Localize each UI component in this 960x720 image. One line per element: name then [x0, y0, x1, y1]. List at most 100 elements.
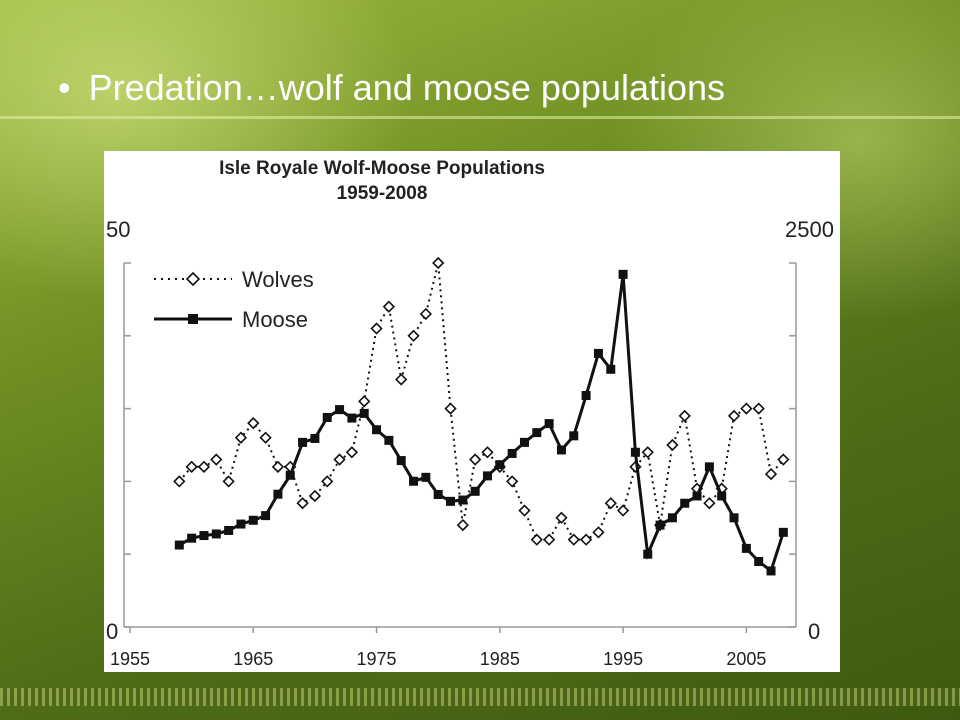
y-left-tick-label: 0 [106, 619, 118, 644]
moose-data-point [667, 513, 677, 523]
moose-data-point [519, 437, 529, 447]
moose-data-point [630, 447, 640, 457]
x-tick-label: 2005 [726, 649, 766, 669]
wolves-data-point [407, 329, 420, 342]
moose-data-point [482, 471, 492, 481]
wolves-data-point [321, 475, 334, 488]
slide-bullet-line: • Predation…wolf and moose populations [58, 64, 725, 112]
moose-data-point [458, 495, 468, 505]
moose-data-point [581, 390, 591, 400]
moose-data-point [273, 489, 283, 499]
wolves-data-point [419, 307, 432, 321]
moose-data-point [433, 490, 443, 500]
wolves-data-point [542, 533, 556, 546]
moose-data-point [618, 269, 628, 279]
chart-panel: Isle Royale Wolf-Moose Populations 1959-2… [104, 151, 840, 672]
wolves-data-point [444, 402, 457, 415]
moose-data-point [174, 540, 184, 550]
moose-data-point [211, 529, 221, 539]
decorative-band-bottom [0, 688, 960, 706]
bullet-marker: • [58, 67, 71, 108]
moose-data-point [187, 533, 197, 543]
moose-data-point [236, 519, 246, 529]
wolves-data-point [469, 453, 482, 466]
decorative-band-top [0, 116, 960, 119]
moose-data-point [655, 520, 665, 530]
wolves-data-point [579, 533, 593, 546]
moose-data-point [569, 431, 579, 441]
wolves-data-point [358, 395, 371, 408]
wolves-data-point [703, 497, 716, 510]
wolves-data-point [432, 256, 445, 270]
moose-data-point [396, 456, 406, 466]
moose-data-point [495, 460, 505, 470]
wolves-data-point [518, 504, 531, 517]
wolves-data-point [382, 300, 396, 313]
wolves-data-point [555, 511, 568, 524]
chart-title: Isle Royale Wolf-Moose Populations [219, 158, 545, 179]
moose-data-point [470, 486, 480, 496]
x-tick-label: 1985 [480, 649, 520, 669]
moose-data-point [384, 435, 394, 445]
y-right-tick-label: 2500 [785, 217, 834, 242]
wolves-data-point [481, 446, 494, 459]
y-right-tick-label: 0 [808, 619, 820, 644]
moose-data-point [347, 413, 357, 423]
wolves-data-point [185, 460, 198, 473]
moose-data-point [224, 525, 234, 535]
wolves-data-point [308, 489, 322, 503]
wolves-data-point [210, 453, 223, 466]
moose-data-point [544, 419, 554, 429]
wolves-data-point [234, 431, 248, 444]
x-tick-label: 1975 [357, 649, 397, 669]
moose-data-point [692, 491, 702, 501]
moose-data-point [766, 566, 776, 576]
moose-data-point [754, 556, 764, 566]
slide-title: Predation…wolf and moose populations [88, 67, 726, 108]
wolves-data-point [752, 402, 765, 415]
moose-data-point [446, 496, 456, 506]
x-tick-label: 1955 [110, 649, 150, 669]
wolves-data-point [345, 446, 359, 459]
moose-data-point [556, 445, 566, 455]
moose-data-point [298, 437, 308, 447]
moose-data-point [532, 428, 542, 438]
wolves-data-point [641, 446, 654, 459]
wolves-data-point [456, 518, 469, 532]
legend-moose-marker [188, 314, 198, 324]
wolves-data-point [395, 373, 408, 386]
chart-subtitle: 1959-2008 [337, 183, 428, 204]
moose-data-point [199, 531, 209, 541]
moose-data-point [359, 408, 369, 418]
moose-data-point [335, 405, 345, 415]
wolves-data-point [604, 497, 617, 510]
legend-wolves-label: Wolves [242, 267, 314, 292]
wolves-data-point [777, 453, 790, 466]
moose-data-point [372, 425, 382, 435]
legend-wolves-marker [185, 271, 201, 287]
wolves-data-point [678, 409, 691, 423]
wolves-data-point [247, 417, 260, 430]
x-tick-label: 1995 [603, 649, 643, 669]
moose-data-point [643, 549, 653, 559]
wolves-data-point [764, 467, 778, 481]
wolves-data-point [592, 526, 605, 539]
chart-svg: Isle Royale Wolf-Moose Populations 1959-2… [106, 158, 834, 669]
moose-data-point [717, 491, 727, 501]
legend-moose-label: Moose [242, 307, 308, 332]
moose-data-point [507, 448, 517, 458]
moose-data-point [285, 470, 295, 480]
moose-data-point [593, 348, 603, 358]
moose-data-point [261, 511, 271, 521]
wolves-data-point [530, 533, 543, 546]
wolves-data-point [506, 475, 519, 488]
wolves-data-point [567, 533, 580, 546]
wolves-data-point [727, 409, 741, 423]
wolves-data-point [173, 475, 186, 488]
wolves-data-point [333, 453, 346, 466]
wolves-data-point [666, 438, 679, 452]
wolves-data-point [222, 475, 235, 488]
x-tick-label: 1965 [233, 649, 273, 669]
wolves-data-point [370, 322, 383, 335]
moose-data-point [421, 472, 431, 482]
